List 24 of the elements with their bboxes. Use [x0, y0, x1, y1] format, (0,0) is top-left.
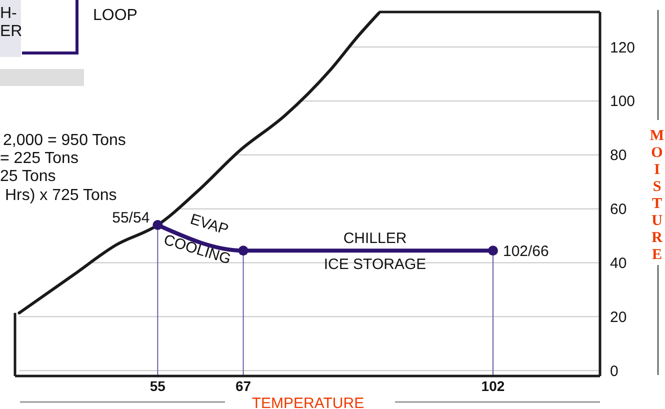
x-axis-title: TEMPERATURE — [252, 395, 364, 409]
y-tick-label: 60 — [610, 201, 627, 218]
annotation: EVAP — [188, 210, 230, 239]
annotation: ICE STORAGE — [324, 256, 426, 273]
annotation: ER — [0, 23, 22, 40]
annotation: H- — [0, 5, 17, 22]
annotation: = 225 Tons — [0, 150, 78, 167]
y-tick-label: 40 — [610, 255, 627, 272]
annotation: 102/66 — [502, 242, 549, 260]
annotation: 55/54 — [112, 209, 150, 226]
y-tick-label: 20 — [610, 308, 627, 326]
y-tick-label: 80 — [610, 147, 627, 164]
annotation: 2,000 = 950 Tons — [3, 132, 126, 149]
annotation: 25 Tons — [0, 168, 56, 185]
annotation: CHILLER — [343, 230, 407, 247]
y-axis-title: MOISTURE — [650, 128, 664, 263]
y-tick-label: 0 — [610, 362, 618, 380]
annotation: Hrs) x 725 Tons — [5, 187, 117, 204]
x-tick-label: 67 — [236, 378, 252, 394]
x-tick-label: 102 — [481, 378, 505, 394]
y-tick-label: 120 — [610, 39, 636, 56]
x-tick-label: 55 — [150, 378, 166, 394]
annotation: LOOP — [93, 7, 138, 24]
y-tick-label: 100 — [610, 93, 636, 110]
